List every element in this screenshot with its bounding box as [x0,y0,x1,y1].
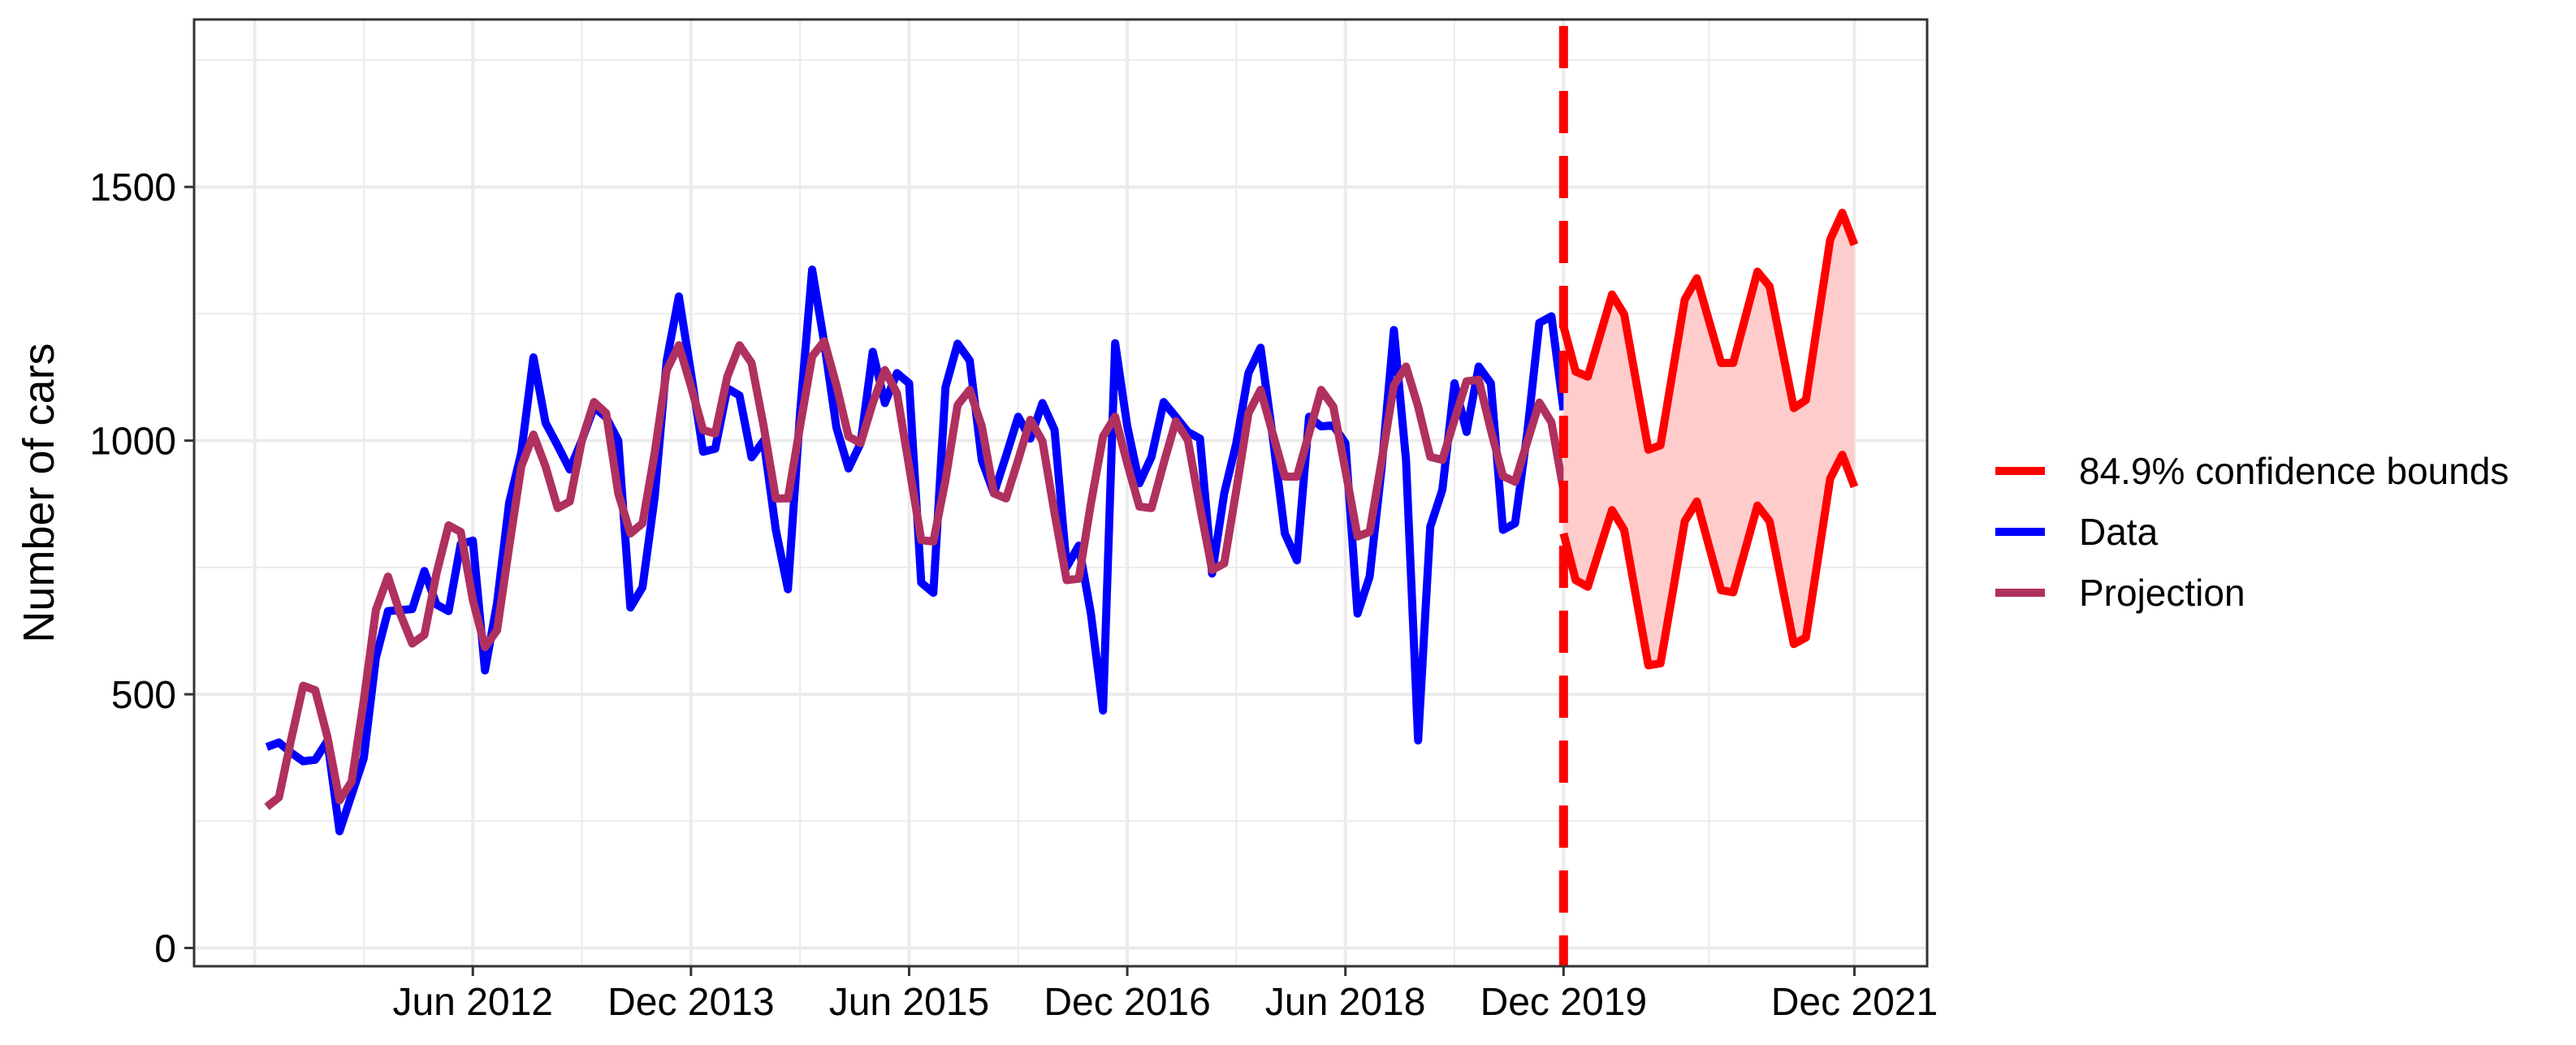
x-tick-label: Jun 2018 [1265,981,1426,1024]
lower-bound-line [1559,451,1859,670]
y-axis-title: Number of cars [15,343,63,642]
panel-border [192,18,1929,968]
legend-item: Data [1995,511,2159,553]
y-tick-label: 1000 [89,421,176,464]
legend-label: 84.9% confidence bounds [2079,450,2509,492]
upper-bound-line [1559,209,1859,454]
y-tick-label: 0 [154,928,176,971]
x-tick-label: Jun 2015 [829,981,990,1024]
axes: 0 500 1000 1500 Jun 2012 Dec 2013 Jun 2015 Dec … [89,166,1938,1024]
series-lines [264,266,1786,836]
x-tick-label: Dec 2021 [1771,981,1938,1024]
confidence-band-fill [1563,213,1855,666]
y-tick-label: 1500 [89,166,176,209]
series-line-projection [264,330,1786,810]
confidence-band [1559,209,1859,670]
y-tick-label: 500 [111,674,176,717]
x-tick-label: Dec 2016 [1044,981,1210,1024]
x-tick-label: Jun 2012 [392,981,553,1024]
legend-label: Data [2079,511,2159,553]
legend-label: Projection [2079,572,2245,614]
legend-item: Projection [1995,572,2245,614]
x-tick-label: Dec 2019 [1480,981,1647,1024]
legend: 84.9% confidence bounds Data Projection [1995,450,2509,614]
legend-item: 84.9% confidence bounds [1995,450,2509,492]
x-tick-label: Dec 2013 [607,981,774,1024]
